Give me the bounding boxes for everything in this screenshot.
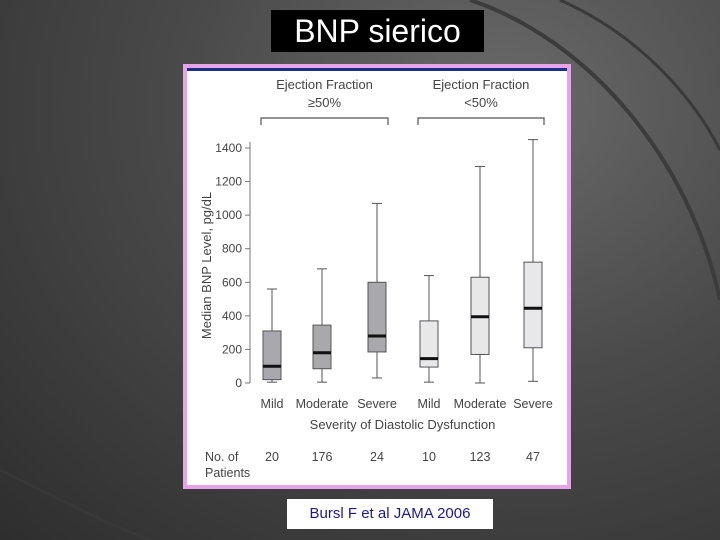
y-tick-label: 400 xyxy=(222,309,242,323)
y-tick-label: 1400 xyxy=(215,141,242,155)
y-tick-label: 0 xyxy=(235,376,242,390)
patient-count: 20 xyxy=(265,450,279,464)
x-category-label: Mild xyxy=(418,397,441,411)
group-bracket xyxy=(260,117,389,125)
box-iqr xyxy=(367,281,387,353)
figure-frame: 0 200 400 600 800 1000 1200 1400 Median BNP Leve… xyxy=(183,64,571,489)
x-axis-label: Severity of Diastolic Dysfunction xyxy=(310,417,496,432)
slide-title: BNP sierico xyxy=(271,10,484,52)
y-axis-label: Median BNP Level, pg/dL xyxy=(199,192,214,339)
patient-count: 10 xyxy=(422,450,436,464)
group-header-ef-value: ≥50% xyxy=(308,95,342,110)
citation: Bursl F et al JAMA 2006 xyxy=(287,499,493,529)
y-tick-label: 200 xyxy=(222,342,242,356)
y-tick-label: 1000 xyxy=(215,208,242,222)
y-tick-label: 600 xyxy=(222,275,242,289)
patient-count: 47 xyxy=(526,450,540,464)
box-iqr xyxy=(312,324,332,370)
group-header-title: Ejection Fraction xyxy=(433,77,530,92)
patient-count: 123 xyxy=(470,450,491,464)
x-category-label: Severe xyxy=(357,397,397,411)
x-category-label: Mild xyxy=(261,397,284,411)
patient-count: 24 xyxy=(370,450,384,464)
patients-label-line1: No. of xyxy=(205,450,239,464)
y-tick-label: 1200 xyxy=(215,175,242,189)
y-tick-label: 800 xyxy=(222,242,242,256)
x-category-label: Moderate xyxy=(296,397,349,411)
box-iqr xyxy=(419,320,439,368)
group-header-ef-value: <50% xyxy=(464,95,498,110)
box-iqr xyxy=(262,330,282,381)
x-category-label: Severe xyxy=(513,397,553,411)
patient-count: 176 xyxy=(312,450,333,464)
figure-panel: 0 200 400 600 800 1000 1200 1400 Median BNP Leve… xyxy=(187,68,567,485)
patients-label-line2: Patients xyxy=(205,466,250,480)
group-header-title: Ejection Fraction xyxy=(276,77,373,92)
boxplot-chart: 0 200 400 600 800 1000 1200 1400 Median BNP Leve… xyxy=(199,77,553,480)
x-category-label: Moderate xyxy=(454,397,507,411)
group-bracket xyxy=(417,117,545,125)
box-iqr xyxy=(523,261,543,349)
